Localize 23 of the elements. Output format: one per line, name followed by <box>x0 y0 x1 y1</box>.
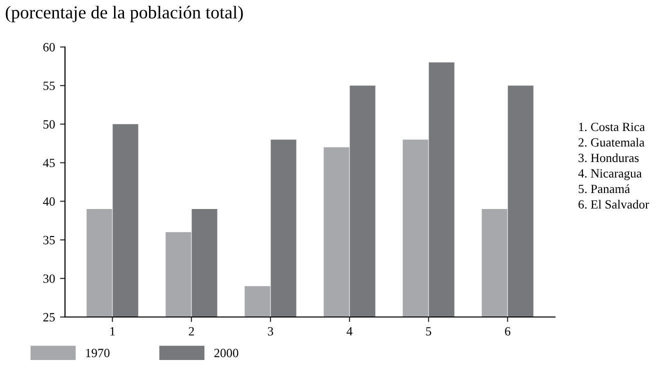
text: 2. Guatemala <box>578 138 644 147</box>
y-tick-label: 40 <box>43 197 55 206</box>
text: 6. El Salvador <box>578 200 650 209</box>
x-tick-label: 5 <box>426 327 432 336</box>
y-tick-label: 55 <box>44 82 55 90</box>
text: 4. Nicaragua <box>578 169 642 180</box>
y-tick-label: 50 <box>44 120 55 129</box>
x-tick-label: 3 <box>268 327 274 336</box>
x-tick-label: 1 <box>110 327 115 336</box>
legend-label: 2000 <box>214 348 238 358</box>
y-tick-label: 35 <box>43 236 55 244</box>
text: 3. Honduras <box>578 153 639 162</box>
text: 1. Costa Rica <box>579 122 645 132</box>
y-tick-label: 30 <box>43 274 55 283</box>
x-tick-label: 2 <box>188 327 194 336</box>
x-tick-label: 6 <box>504 327 510 336</box>
legend-label: 1970 <box>86 348 110 358</box>
y-tick-label: 60 <box>43 43 55 52</box>
y-tick-label: 45 <box>43 158 55 168</box>
text: 5. Panamá <box>578 184 630 194</box>
chart-title: (porcentaje de la población total) <box>6 6 243 22</box>
y-tick-label: 25 <box>43 313 55 322</box>
x-tick-label: 4 <box>346 327 352 336</box>
